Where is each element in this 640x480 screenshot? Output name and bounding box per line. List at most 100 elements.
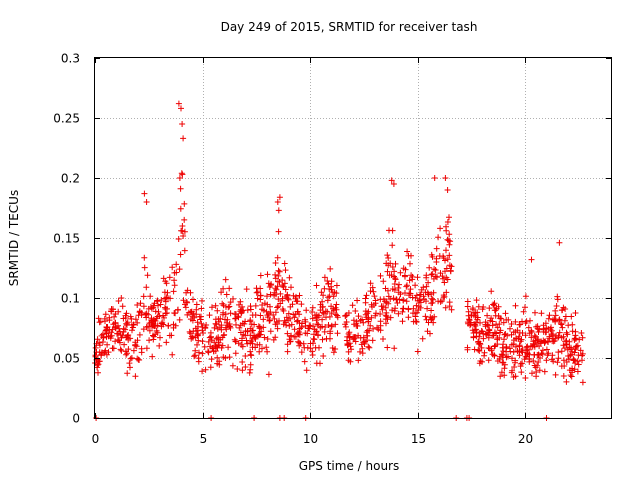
data-point [529, 370, 535, 377]
data-point [497, 315, 504, 322]
data-point [312, 312, 318, 319]
data-point [497, 373, 504, 380]
data-point [112, 324, 119, 331]
data-point [220, 302, 227, 309]
data-point [574, 368, 581, 375]
data-point [476, 340, 483, 347]
data-point [579, 334, 586, 341]
data-point [252, 312, 259, 318]
data-point [226, 354, 233, 361]
data-point [170, 288, 177, 295]
data-point [390, 295, 397, 302]
data-point [276, 317, 282, 324]
y-tick-label: 0.15 [53, 232, 80, 246]
data-point [118, 334, 125, 341]
data-point [400, 305, 407, 312]
data-point [134, 319, 141, 326]
data-point [309, 348, 316, 355]
data-point [170, 324, 177, 331]
data-point [428, 295, 435, 302]
data-point [202, 366, 209, 373]
data-point [214, 354, 221, 361]
data-point [92, 344, 99, 351]
data-point [446, 241, 453, 248]
data-point [148, 305, 155, 312]
data-point [383, 313, 390, 320]
data-point [378, 303, 385, 310]
data-point [508, 321, 515, 327]
data-point [571, 366, 578, 373]
data-point [512, 302, 519, 309]
y-tick-label: 0.1 [61, 292, 80, 306]
data-point [345, 357, 352, 364]
data-point [428, 291, 435, 298]
data-point [263, 344, 270, 351]
data-point [199, 368, 206, 375]
data-point [321, 274, 328, 281]
data-point [564, 346, 571, 353]
data-point [195, 332, 202, 338]
data-point [446, 214, 452, 221]
data-point [122, 326, 129, 333]
data-point [175, 100, 182, 107]
data-point [275, 272, 282, 279]
data-point [267, 328, 274, 335]
data-point [222, 276, 229, 283]
data-point [354, 297, 361, 304]
data-point [294, 317, 301, 324]
data-point [137, 300, 144, 307]
data-point [320, 310, 327, 317]
data-point [309, 304, 316, 311]
data-point [556, 329, 563, 336]
data-point [259, 345, 265, 352]
data-point [392, 260, 399, 267]
data-point [191, 314, 198, 321]
data-point [218, 326, 225, 333]
data-point [272, 334, 279, 341]
data-point [310, 340, 316, 347]
data-point [317, 360, 323, 367]
data-point [562, 313, 569, 320]
data-point [143, 324, 150, 331]
data-point [111, 313, 118, 320]
data-point [140, 293, 147, 300]
data-point [179, 223, 186, 229]
data-point [165, 322, 172, 329]
data-point [531, 332, 538, 339]
data-point [186, 328, 193, 335]
data-point [520, 308, 527, 315]
data-point [96, 342, 103, 349]
data-point [517, 360, 524, 367]
data-point [171, 277, 178, 284]
data-point [434, 274, 440, 281]
data-point [109, 345, 116, 352]
data-point [397, 269, 404, 276]
data-point [488, 347, 495, 354]
data-point [288, 332, 295, 339]
data-point [120, 315, 127, 322]
data-point [219, 311, 226, 318]
data-point [210, 345, 216, 351]
data-point [485, 357, 492, 364]
data-point [488, 315, 495, 322]
data-point [327, 335, 333, 342]
data-point [296, 311, 303, 318]
data-point [578, 330, 585, 336]
data-point [544, 338, 551, 345]
data-point [231, 311, 238, 317]
data-point [414, 274, 421, 281]
data-point [309, 315, 316, 322]
data-point [372, 312, 379, 319]
data-point [491, 300, 498, 307]
data-point [276, 268, 283, 275]
data-point [288, 284, 294, 291]
data-point [370, 325, 377, 332]
data-point [253, 289, 260, 296]
data-point [486, 326, 493, 333]
data-point [485, 345, 492, 351]
data-point [501, 365, 508, 372]
data-point [490, 332, 497, 339]
data-point [128, 355, 135, 361]
data-point [188, 335, 195, 342]
data-point [159, 319, 166, 326]
